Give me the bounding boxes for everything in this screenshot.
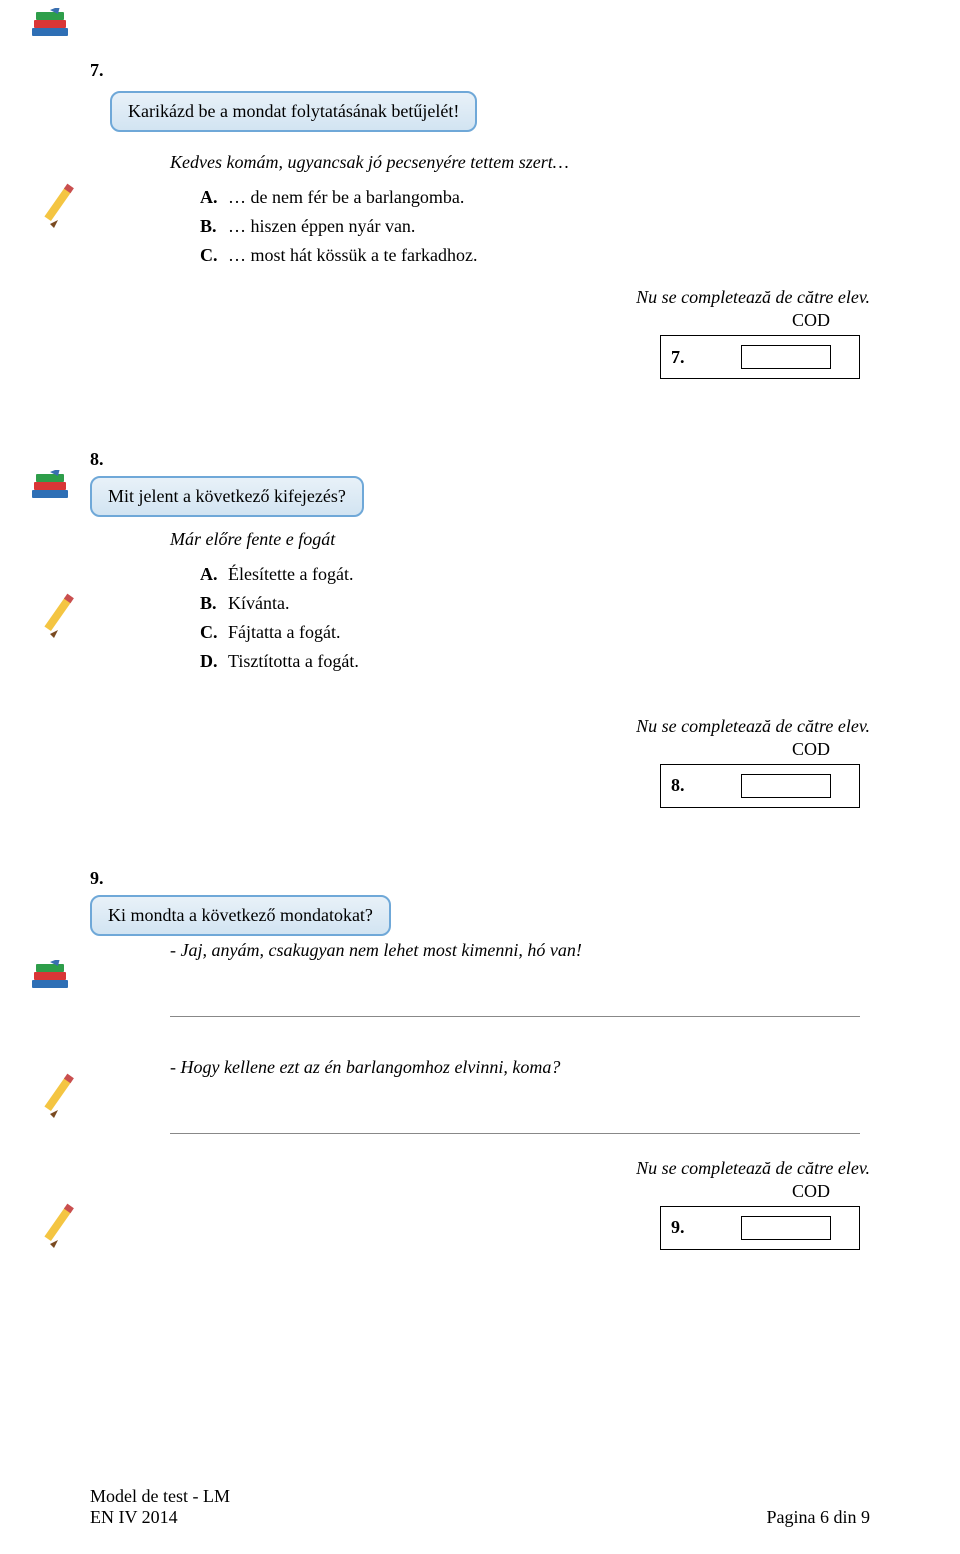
option-letter: B. [200, 589, 228, 618]
option-text: Tisztította a fogát. [228, 647, 359, 676]
q7-option-a[interactable]: A. … de nem fér be a barlangomba. [200, 183, 870, 212]
q8-number: 8. [90, 449, 870, 470]
q8-option-c[interactable]: C. Fájtatta a fogát. [200, 618, 870, 647]
cod-note: Nu se completează de către elev. [590, 716, 870, 737]
q7-instruction: Karikázd be a mondat folytatásának betűj… [128, 101, 459, 121]
cod-box: 7. [660, 335, 860, 379]
q8-option-b[interactable]: B. Kívánta. [200, 589, 870, 618]
books-icon [28, 470, 74, 510]
footer-right: Pagina 6 din 9 [767, 1507, 871, 1528]
pencil-icon [44, 1200, 94, 1250]
q9-answer-line-2[interactable] [170, 1098, 860, 1134]
q8-prompt: Már előre fente e fogát [170, 529, 870, 550]
cod-inner-box [741, 774, 831, 798]
option-text: Kívánta. [228, 589, 289, 618]
footer-left-line2: EN IV 2014 [90, 1507, 230, 1528]
option-letter: B. [200, 212, 228, 241]
q9-cod-block: Nu se completează de către elev. COD 9. [590, 1158, 870, 1250]
cod-note: Nu se completează de către elev. [590, 287, 870, 308]
option-text: … de nem fér be a barlangomba. [228, 183, 464, 212]
q9-prompt2: - Hogy kellene ezt az én barlangomhoz el… [170, 1057, 870, 1078]
q9-number: 9. [90, 868, 870, 889]
q7-instruction-box: Karikázd be a mondat folytatásának betűj… [110, 91, 477, 132]
pencil-icon [44, 1070, 94, 1120]
cod-num: 9. [671, 1217, 711, 1238]
q8-options: A. Élesítette a fogát. B. Kívánta. C. Fá… [200, 560, 870, 675]
cod-label: COD [590, 739, 870, 760]
option-letter: D. [200, 647, 228, 676]
q9-prompt1: - Jaj, anyám, csakugyan nem lehet most k… [170, 940, 870, 961]
q9-instruction-box: Ki mondta a következő mondatokat? [90, 895, 391, 936]
cod-label: COD [590, 310, 870, 331]
footer-left: Model de test - LM EN IV 2014 [90, 1486, 230, 1528]
pencil-icon [44, 590, 94, 640]
q8-cod-block: Nu se completează de către elev. COD 8. [590, 716, 870, 808]
q7-option-c[interactable]: C. … most hát kössük a te farkadhoz. [200, 241, 870, 270]
option-letter: C. [200, 618, 228, 647]
q7-cod-block: Nu se completează de către elev. COD 7. [590, 287, 870, 379]
option-letter: A. [200, 183, 228, 212]
cod-num: 8. [671, 775, 711, 796]
q7-options: A. … de nem fér be a barlangomba. B. … h… [200, 183, 870, 269]
q8-option-a[interactable]: A. Élesítette a fogát. [200, 560, 870, 589]
q8-instruction: Mit jelent a következő kifejezés? [108, 486, 346, 506]
q7-option-b[interactable]: B. … hiszen éppen nyár van. [200, 212, 870, 241]
option-text: … hiszen éppen nyár van. [228, 212, 415, 241]
books-icon [28, 8, 74, 48]
cod-num: 7. [671, 347, 711, 368]
q7-prompt: Kedves komám, ugyancsak jó pecsenyére te… [170, 152, 870, 173]
q7-number: 7. [90, 60, 870, 81]
cod-note: Nu se completează de către elev. [590, 1158, 870, 1179]
cod-box: 9. [660, 1206, 860, 1250]
page-footer: Model de test - LM EN IV 2014 Pagina 6 d… [90, 1486, 870, 1528]
cod-inner-box [741, 345, 831, 369]
option-text: Élesítette a fogát. [228, 560, 353, 589]
books-icon [28, 960, 74, 1000]
cod-inner-box [741, 1216, 831, 1240]
cod-label: COD [590, 1181, 870, 1202]
pencil-icon [44, 180, 94, 230]
q9-instruction: Ki mondta a következő mondatokat? [108, 905, 373, 925]
footer-left-line1: Model de test - LM [90, 1486, 230, 1507]
option-text: … most hát kössük a te farkadhoz. [228, 241, 477, 270]
option-letter: A. [200, 560, 228, 589]
option-letter: C. [200, 241, 228, 270]
q8-instruction-box: Mit jelent a következő kifejezés? [90, 476, 364, 517]
q9-answer-line-1[interactable] [170, 981, 860, 1017]
q8-option-d[interactable]: D. Tisztította a fogát. [200, 647, 870, 676]
option-text: Fájtatta a fogát. [228, 618, 340, 647]
cod-box: 8. [660, 764, 860, 808]
